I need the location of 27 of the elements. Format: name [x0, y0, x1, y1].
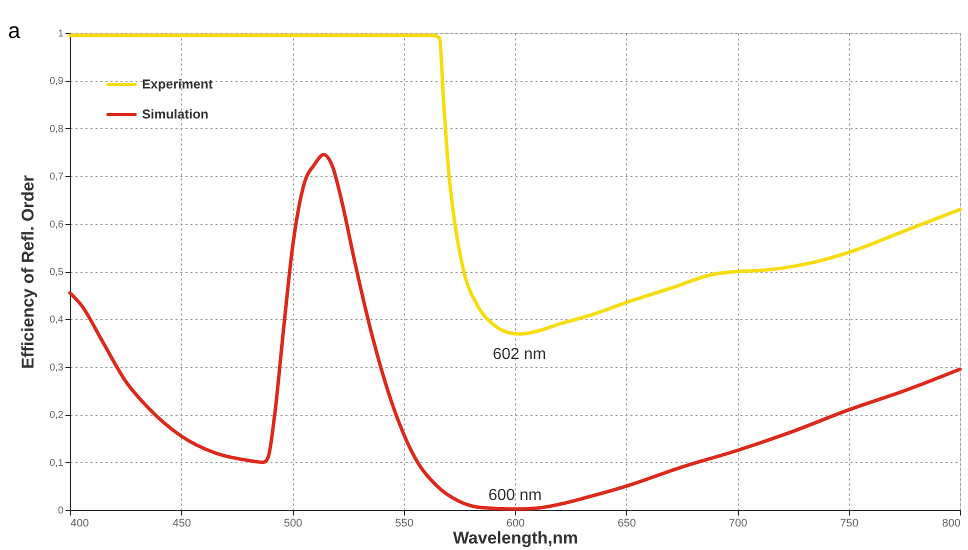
y-tick-label: 0,5 — [50, 267, 64, 278]
y-tick-label: 0,2 — [50, 410, 64, 422]
y-tick-label: 0 — [58, 506, 64, 516]
x-tick-label: 750 — [840, 518, 858, 530]
y-tick-label: 0,6 — [50, 219, 64, 230]
y-tick-label: 0,4 — [50, 314, 64, 326]
x-tick-label: 650 — [618, 518, 636, 530]
x-tick-label: 500 — [284, 518, 302, 530]
annotation: 600 nm — [488, 487, 542, 504]
x-tick-label: 600 — [506, 518, 525, 530]
x-axis-title: Wavelength,nm — [453, 528, 578, 548]
y-tick-label: 0,8 — [50, 124, 64, 135]
x-tick-label: 400 — [70, 518, 89, 530]
x-tick-label: 450 — [172, 518, 191, 530]
x-tick-label: 550 — [395, 518, 414, 530]
y-tick-label: 1 — [58, 28, 64, 40]
y-axis-title: Efficiency of Refl. Order — [18, 174, 38, 369]
y-tick-label: 0,3 — [50, 362, 64, 374]
annotation: 602 nm — [492, 346, 546, 363]
text: a — [8, 18, 21, 43]
y-tick-label: 0,7 — [50, 172, 64, 183]
y-tick-label: 0,9 — [50, 76, 64, 88]
legend-label: Simulation — [142, 106, 209, 122]
x-tick-label: 700 — [728, 518, 748, 530]
x-tick-label: 800 — [942, 518, 960, 530]
y-tick-label: 0,1 — [50, 458, 64, 469]
legend-label: Experiment — [142, 76, 214, 92]
